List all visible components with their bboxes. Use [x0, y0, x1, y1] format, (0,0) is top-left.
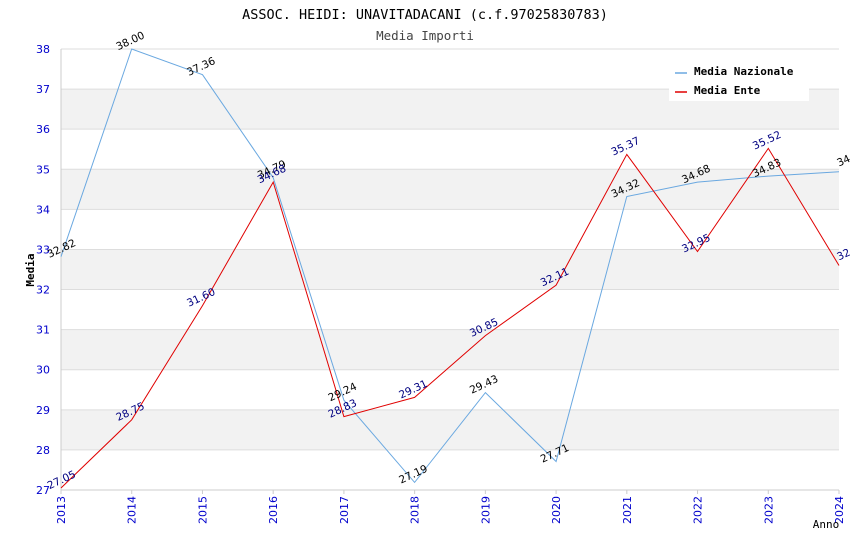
- x-tick-label: 2024: [833, 496, 846, 524]
- data-label: 38.00: [114, 29, 146, 53]
- y-tick-label: 31: [36, 324, 50, 337]
- y-axis-label: Media: [24, 253, 37, 286]
- y-tick-labels: 27 28 29 30 31 32 33 34 35 36 37 38: [36, 43, 50, 497]
- chart-subtitle: Media Importi: [376, 28, 474, 43]
- axes: [60, 49, 839, 491]
- data-label: 37.36: [185, 55, 218, 79]
- y-tick-label: 37: [36, 83, 50, 96]
- y-tick-label: 29: [36, 404, 50, 417]
- y-tick-label: 34: [36, 203, 50, 216]
- data-label: 35.37: [609, 135, 641, 159]
- x-axis-label: Anno: [813, 518, 840, 531]
- data-label: 27.19: [397, 463, 429, 487]
- y-tick-label: 36: [36, 123, 50, 136]
- grid-band: [61, 249, 839, 290]
- x-tick-label: 2016: [267, 496, 280, 524]
- series-lines: [60, 48, 840, 489]
- x-tick-label: 2019: [479, 496, 492, 524]
- y-tick-label: 35: [36, 163, 50, 176]
- data-label: 27.05: [46, 468, 78, 492]
- series-line-media-nazionale: [60, 48, 840, 484]
- x-tick-label: 2022: [692, 496, 705, 524]
- series-line-media-ente: [60, 147, 840, 489]
- x-tick-labels: 2013 2014 2015 2016 2017 2018 2019 2020 2021 2022…: [55, 490, 846, 524]
- y-tick-label: 28: [36, 444, 50, 457]
- legend-box: [669, 57, 809, 101]
- y-tick-label: 27: [36, 484, 50, 497]
- x-tick-label: 2015: [196, 496, 209, 524]
- data-label: 35.52: [751, 129, 783, 153]
- grid-band: [61, 169, 839, 210]
- grid-bands: [61, 89, 839, 450]
- data-label: 34.94: [835, 146, 850, 170]
- y-tick-label: 33: [36, 243, 50, 256]
- legend-label-media-ente: Media Ente: [694, 84, 761, 97]
- x-tick-label: 2017: [338, 496, 351, 524]
- grid-band: [61, 329, 839, 370]
- grid-band: [61, 409, 839, 450]
- chart-title: ASSOC. HEIDI: UNAVITADACANI (c.f.9702583…: [242, 7, 608, 23]
- legend-label-media-nazionale: Media Nazionale: [694, 65, 794, 78]
- x-tick-label: 2023: [762, 496, 775, 524]
- y-tick-label: 30: [36, 364, 50, 377]
- y-tick-label: 32: [36, 284, 50, 297]
- x-tick-label: 2013: [55, 496, 68, 524]
- x-tick-label: 2014: [126, 496, 139, 524]
- y-tick-label: 38: [36, 43, 50, 56]
- legend: Media Nazionale Media Ente: [669, 57, 809, 101]
- x-tick-label: 2020: [550, 496, 563, 524]
- x-tick-label: 2018: [409, 496, 422, 524]
- x-tick-label: 2021: [621, 496, 634, 524]
- data-label: 29.43: [468, 373, 500, 397]
